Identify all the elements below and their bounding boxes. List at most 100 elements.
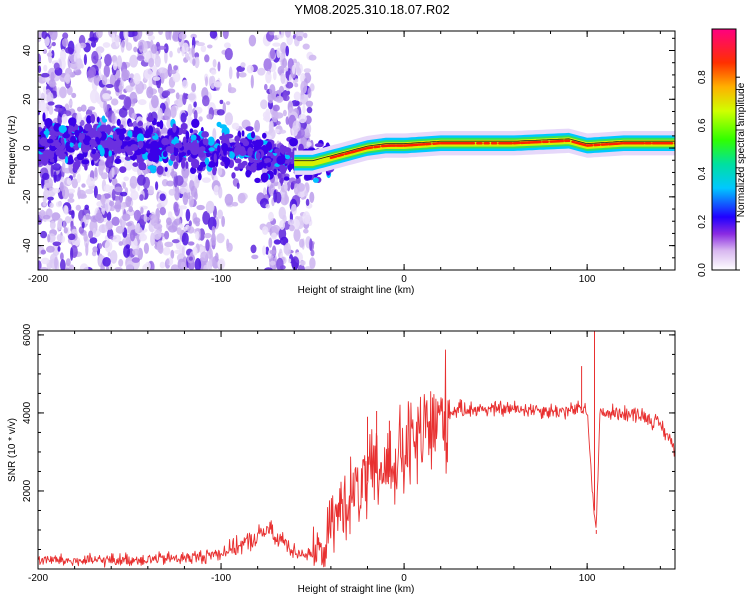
spectrogram-noise-blob	[133, 46, 138, 53]
spectrogram-band-blob	[277, 172, 282, 179]
spectrogram-noise-blob	[285, 81, 294, 89]
spectrogram-noise-blob	[153, 230, 162, 240]
spectrogram-noise-blob	[116, 55, 123, 70]
snr-xtick-label: -100	[211, 573, 231, 584]
spectrogram-noise-blob	[181, 79, 189, 89]
spectrogram-noise-blob	[294, 83, 299, 88]
spectrogram-noise-blob	[54, 256, 58, 269]
spectrogram-noise-blob	[303, 32, 308, 39]
spectrogram-noise-blob	[95, 212, 102, 220]
spectrogram-noise-blob	[68, 191, 74, 199]
spectrogram-noise-blob	[42, 214, 51, 220]
spectrogram-band-blob	[281, 149, 285, 155]
spectrogram-noise-blob	[76, 42, 81, 55]
spectrogram-noise-blob	[42, 201, 47, 207]
spectrogram-band-blob	[93, 130, 102, 140]
spectrogram-noise-blob	[94, 167, 98, 178]
spectrogram-noise-blob	[192, 246, 198, 256]
spectrogram-noise-blob	[92, 246, 98, 253]
colorbar-tick-label: 0.8	[697, 70, 708, 84]
spectrogram-noise-blob	[215, 252, 219, 263]
spectrogram-band-blob	[170, 139, 178, 145]
spectrogram-noise-blob	[264, 113, 270, 123]
spectrogram-noise-blob	[102, 257, 111, 267]
spectrogram-noise-blob	[151, 44, 158, 54]
snr-xtick-label: -200	[28, 573, 48, 584]
spectrogram-band-blob	[185, 130, 190, 140]
spectrogram-ytick-label: 40	[22, 45, 33, 57]
spectrogram-noise-blob	[168, 225, 177, 233]
spectrogram-band-blob	[174, 143, 183, 149]
spectrogram-noise-blob	[69, 210, 73, 215]
spectrogram-noise-blob	[287, 100, 294, 114]
spectrogram-noise-blob	[81, 221, 85, 229]
spectrogram-noise-blob	[181, 232, 189, 246]
spectrogram-noise-blob	[276, 34, 284, 39]
spectrogram-noise-blob	[55, 201, 63, 208]
spectrogram-content	[38, 31, 675, 270]
spectrogram-noise-blob	[150, 214, 158, 226]
spectrogram-noise-blob	[172, 71, 181, 83]
spectrogram-band-blob	[119, 124, 124, 129]
spectrogram-noise-blob	[72, 173, 76, 178]
spectrogram-noise-blob	[110, 250, 118, 264]
spectrogram-noise-blob	[307, 87, 312, 99]
spectrogram-band-blob	[124, 156, 131, 161]
spectrogram-band-blob	[245, 169, 251, 178]
spectrogram-noise-blob	[62, 220, 66, 229]
spectrogram-noise-blob	[192, 58, 196, 66]
spectrogram-noise-blob	[157, 45, 167, 50]
spectrogram-noise-blob	[271, 232, 277, 240]
spectrogram-core	[358, 147, 368, 152]
spectrogram-band-blob	[223, 147, 227, 156]
spectrogram-noise-blob	[77, 193, 87, 199]
spectrogram-band-blob	[78, 132, 83, 143]
spectrogram-band-blob	[65, 141, 71, 152]
spectrogram-noise-blob	[240, 62, 246, 68]
spectrogram-band-blob	[146, 116, 154, 122]
spectrogram-noise-blob	[196, 42, 206, 47]
spectrogram-noise-blob	[272, 42, 281, 47]
spectrogram-noise-blob	[91, 50, 99, 64]
spectrogram-noise-blob	[298, 113, 307, 124]
spectrogram-noise-blob	[278, 206, 286, 220]
spectrogram-noise-blob	[125, 222, 133, 227]
spectrogram-band-blob	[288, 164, 296, 169]
spectrogram-band-blob	[43, 130, 50, 136]
spectrogram-band-blob	[253, 139, 262, 150]
spectrogram-band-blob	[221, 132, 225, 142]
spectrogram-xtick-label: -200	[28, 274, 48, 285]
spectrogram-noise-blob	[274, 128, 281, 134]
spectrogram-noise-blob	[79, 42, 87, 49]
spectrogram-noise-blob	[224, 112, 233, 126]
spectrogram-band-blob	[164, 166, 168, 172]
spectrogram-band-blob	[186, 149, 191, 156]
spectrogram-band-blob	[130, 144, 139, 151]
spectrogram-noise-blob	[308, 54, 317, 61]
spectrogram-noise-blob	[113, 204, 122, 209]
spectrogram-noise-blob	[136, 55, 145, 61]
spectrogram-noise-blob	[138, 233, 147, 242]
spectrogram-noise-blob	[303, 68, 312, 73]
spectrogram-band-blob	[241, 130, 245, 137]
spectrogram-band-blob	[124, 136, 131, 141]
spectrogram-band-blob	[245, 126, 254, 132]
spectrogram-noise-blob	[296, 67, 302, 76]
spectrogram-noise-blob	[38, 260, 42, 270]
spectrogram-noise-blob	[169, 50, 173, 58]
spectrogram-noise-blob	[54, 107, 63, 112]
spectrogram-noise-blob	[216, 233, 225, 244]
spectrogram-noise-blob	[228, 66, 233, 80]
spectrogram-noise-blob	[98, 243, 103, 249]
spectrogram-noise-blob	[51, 212, 61, 221]
spectrogram-noise-blob	[231, 122, 240, 130]
spectrogram-noise-blob	[195, 231, 200, 240]
spectrogram-noise-blob	[107, 251, 112, 257]
spectrogram-band-blob	[139, 147, 147, 155]
spectrogram-noise-blob	[98, 159, 106, 171]
spectrogram-band-blob	[149, 145, 158, 155]
spectrogram-band-blob	[213, 153, 217, 163]
spectrogram-noise-blob	[211, 232, 216, 246]
spectrogram-noise-blob	[122, 181, 127, 189]
spectrogram-noise-blob	[173, 65, 179, 71]
